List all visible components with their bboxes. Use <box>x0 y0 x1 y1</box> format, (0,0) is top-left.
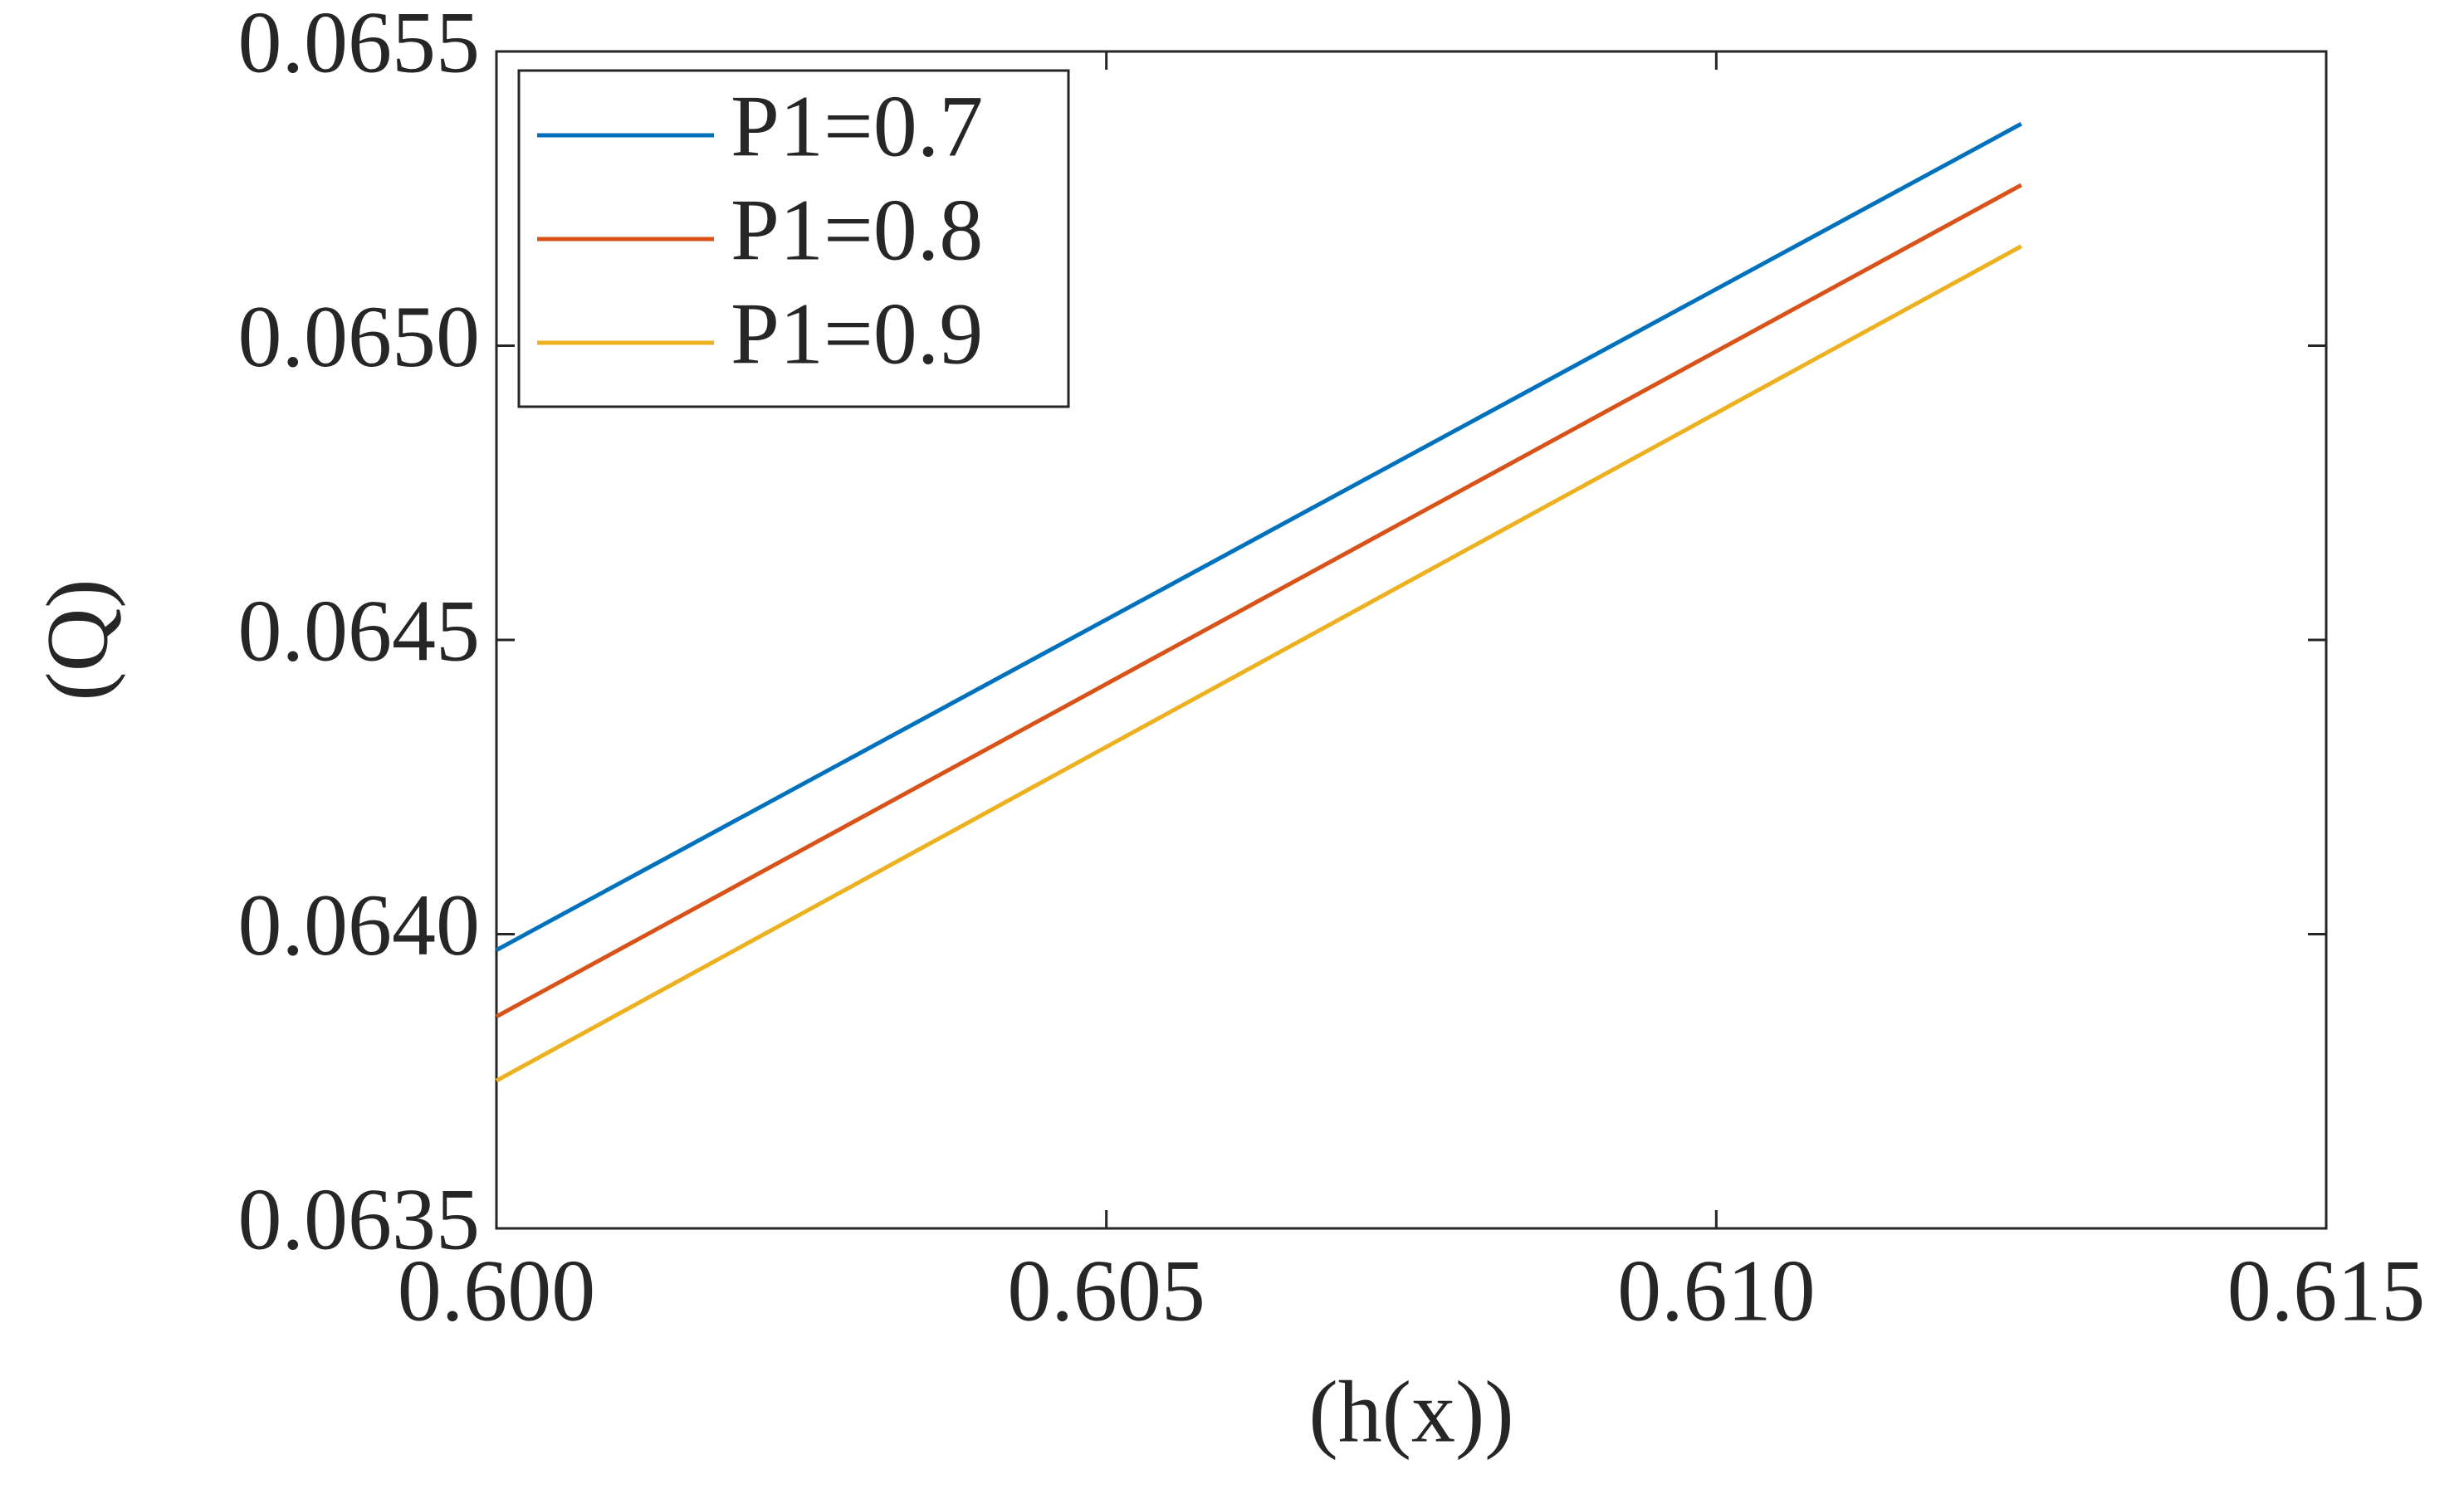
y-tick-label: 0.0650 <box>238 288 481 385</box>
x-tick-label: 0.615 <box>2227 1242 2426 1339</box>
legend-label: P1=0.8 <box>731 181 983 278</box>
y-tick-label: 0.0635 <box>238 1170 481 1267</box>
x-tick-label: 0.605 <box>1007 1242 1205 1339</box>
series-line <box>495 122 2022 952</box>
legend-label: P1=0.9 <box>731 285 983 382</box>
y-tick-label: 0.0645 <box>238 582 481 679</box>
y-axis-label: (Q) <box>28 579 125 701</box>
series-line <box>495 183 2022 1018</box>
y-tick-label: 0.0655 <box>238 0 481 90</box>
y-tick-label: 0.0640 <box>238 876 481 974</box>
x-tick-label: 0.610 <box>1617 1242 1816 1339</box>
series-line <box>495 244 2022 1083</box>
x-tick-label: 0.600 <box>398 1242 596 1339</box>
x-axis-label: (h(x)) <box>1308 1363 1513 1460</box>
legend-label: P1=0.7 <box>731 77 983 174</box>
